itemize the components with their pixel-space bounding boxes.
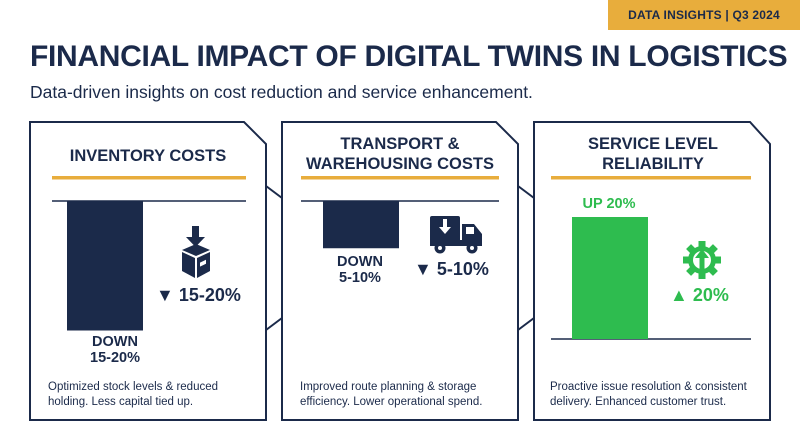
description-line: Proactive issue resolution & consistent (550, 381, 747, 393)
panel-title-line: SERVICE LEVEL (588, 135, 718, 153)
panel-title-line: RELIABILITY (602, 155, 704, 173)
title-separator (301, 176, 499, 180)
panel-title-line: WAREHOUSING COSTS (306, 155, 494, 173)
description-line: efficiency. Lower operational spend. (300, 396, 483, 408)
bar-transport-warehousing (323, 201, 399, 249)
panel-title-line: TRANSPORT & (340, 135, 460, 153)
panel-connector (517, 185, 535, 199)
description-transport: Improved route planning & storage effici… (300, 380, 514, 410)
indicator-transport: ▼ 5-10% (414, 259, 489, 279)
bar-service-level (572, 217, 648, 339)
panel-title-transport: TRANSPORT & WAREHOUSING COSTS (290, 134, 510, 174)
page-subtitle: Data-driven insights on cost reduction a… (30, 82, 533, 102)
bar-label-line: DOWN (92, 334, 138, 350)
indicator-service: ▲ 20% (670, 285, 729, 305)
panel-title-service: SERVICE LEVEL RELIABILITY (542, 134, 764, 174)
gear-arrow-up-icon (683, 241, 721, 279)
bar-label-service: UP 20% (582, 196, 636, 212)
bar-label-line: 5-10% (339, 270, 381, 286)
title-separator (52, 176, 246, 180)
report-badge: DATA INSIGHTS | Q3 2024 (608, 0, 800, 30)
description-inventory: Optimized stock levels & reduced holding… (48, 380, 262, 410)
description-line: holding. Less capital tied up. (48, 396, 194, 408)
box-download-icon (182, 226, 210, 278)
panel-frame-inventory (29, 121, 267, 421)
panel-connector (265, 317, 283, 331)
panel-connector (517, 317, 535, 331)
title-separator (551, 176, 751, 180)
page-title: FINANCIAL IMPACT OF DIGITAL TWINS IN LOG… (30, 40, 788, 73)
description-line: Optimized stock levels & reduced (48, 381, 219, 393)
panel-title-inventory: INVENTORY COSTS (69, 147, 227, 165)
bar-label-line: DOWN (337, 254, 383, 270)
description-service: Proactive issue resolution & consistent … (550, 380, 770, 410)
description-line: Improved route planning & storage (300, 381, 477, 393)
bar-label-inventory: DOWN 15-20% (60, 334, 170, 366)
panel-frame-service (533, 121, 771, 421)
bar-label-transport: DOWN 5-10% (310, 254, 410, 286)
bar-inventory-costs (67, 201, 143, 331)
delivery-truck-icon (430, 216, 482, 254)
bar-label-line: 15-20% (90, 350, 140, 366)
description-line: delivery. Enhanced customer trust. (550, 396, 727, 408)
panel-frame-transport (281, 121, 519, 421)
panel-connector (265, 185, 283, 199)
indicator-inventory: ▼ 15-20% (156, 285, 241, 305)
